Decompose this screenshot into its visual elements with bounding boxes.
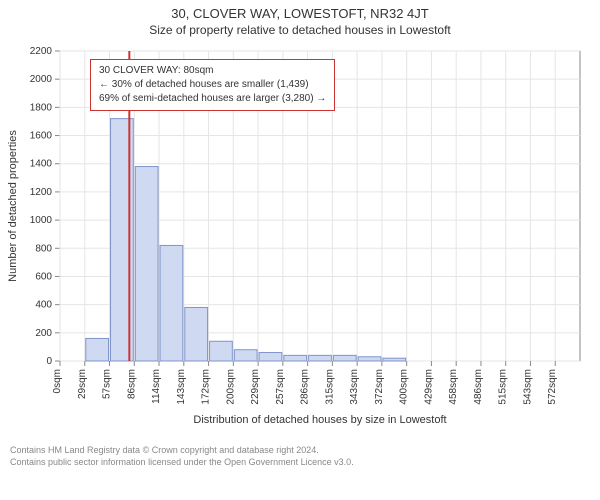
svg-text:543sqm: 543sqm [522,369,533,405]
chart-area: 0 200 400 600 800 1000 1200 1400 1600 1800 2000 220… [0,41,600,441]
svg-text:315sqm: 315sqm [324,369,335,405]
svg-text:57sqm: 57sqm [102,369,113,399]
svg-text:172sqm: 172sqm [201,369,212,405]
svg-text:486sqm: 486sqm [473,369,484,405]
annotation-line-3: 69% of semi-detached houses are larger (… [99,92,326,106]
svg-text:143sqm: 143sqm [176,369,187,405]
annotation-line-1: 30 CLOVER WAY: 80sqm [99,64,326,78]
svg-text:200sqm: 200sqm [225,369,236,405]
svg-text:1200: 1200 [30,187,53,198]
svg-text:29sqm: 29sqm [77,369,88,399]
svg-text:2200: 2200 [30,46,53,57]
svg-text:286sqm: 286sqm [300,369,311,405]
svg-text:0: 0 [46,356,52,367]
svg-text:429sqm: 429sqm [423,369,434,405]
svg-text:2000: 2000 [30,74,53,85]
footer-line-2: Contains public sector information licen… [10,457,590,469]
svg-text:1400: 1400 [30,159,53,170]
svg-text:229sqm: 229sqm [250,369,261,405]
svg-text:400sqm: 400sqm [399,369,410,405]
svg-text:343sqm: 343sqm [349,369,360,405]
svg-text:1800: 1800 [30,102,53,113]
page-title: 30, CLOVER WAY, LOWESTOFT, NR32 4JT [0,0,600,21]
svg-text:515sqm: 515sqm [498,369,509,405]
svg-text:1600: 1600 [30,131,53,142]
svg-text:372sqm: 372sqm [374,369,385,405]
footer: Contains HM Land Registry data © Crown c… [0,441,600,468]
svg-text:1000: 1000 [30,215,53,226]
footer-line-1: Contains HM Land Registry data © Crown c… [10,445,590,457]
annotation-line-2: ← 30% of detached houses are smaller (1,… [99,78,326,92]
chart-container: 30, CLOVER WAY, LOWESTOFT, NR32 4JT Size… [0,0,600,500]
svg-text:114sqm: 114sqm [151,369,162,404]
svg-text:257sqm: 257sqm [275,369,286,405]
svg-text:800: 800 [35,243,52,254]
svg-text:86sqm: 86sqm [126,369,137,399]
svg-text:200: 200 [35,328,52,339]
svg-text:400: 400 [35,300,52,311]
svg-text:600: 600 [35,271,52,282]
annotation-box: 30 CLOVER WAY: 80sqm ← 30% of detached h… [90,59,335,111]
svg-text:0sqm: 0sqm [52,369,63,393]
svg-text:Distribution of detached house: Distribution of detached houses by size … [193,414,446,426]
svg-text:572sqm: 572sqm [547,369,558,405]
page-subtitle: Size of property relative to detached ho… [0,21,600,41]
svg-text:Number of detached properties: Number of detached properties [7,130,19,282]
svg-text:458sqm: 458sqm [448,369,459,405]
